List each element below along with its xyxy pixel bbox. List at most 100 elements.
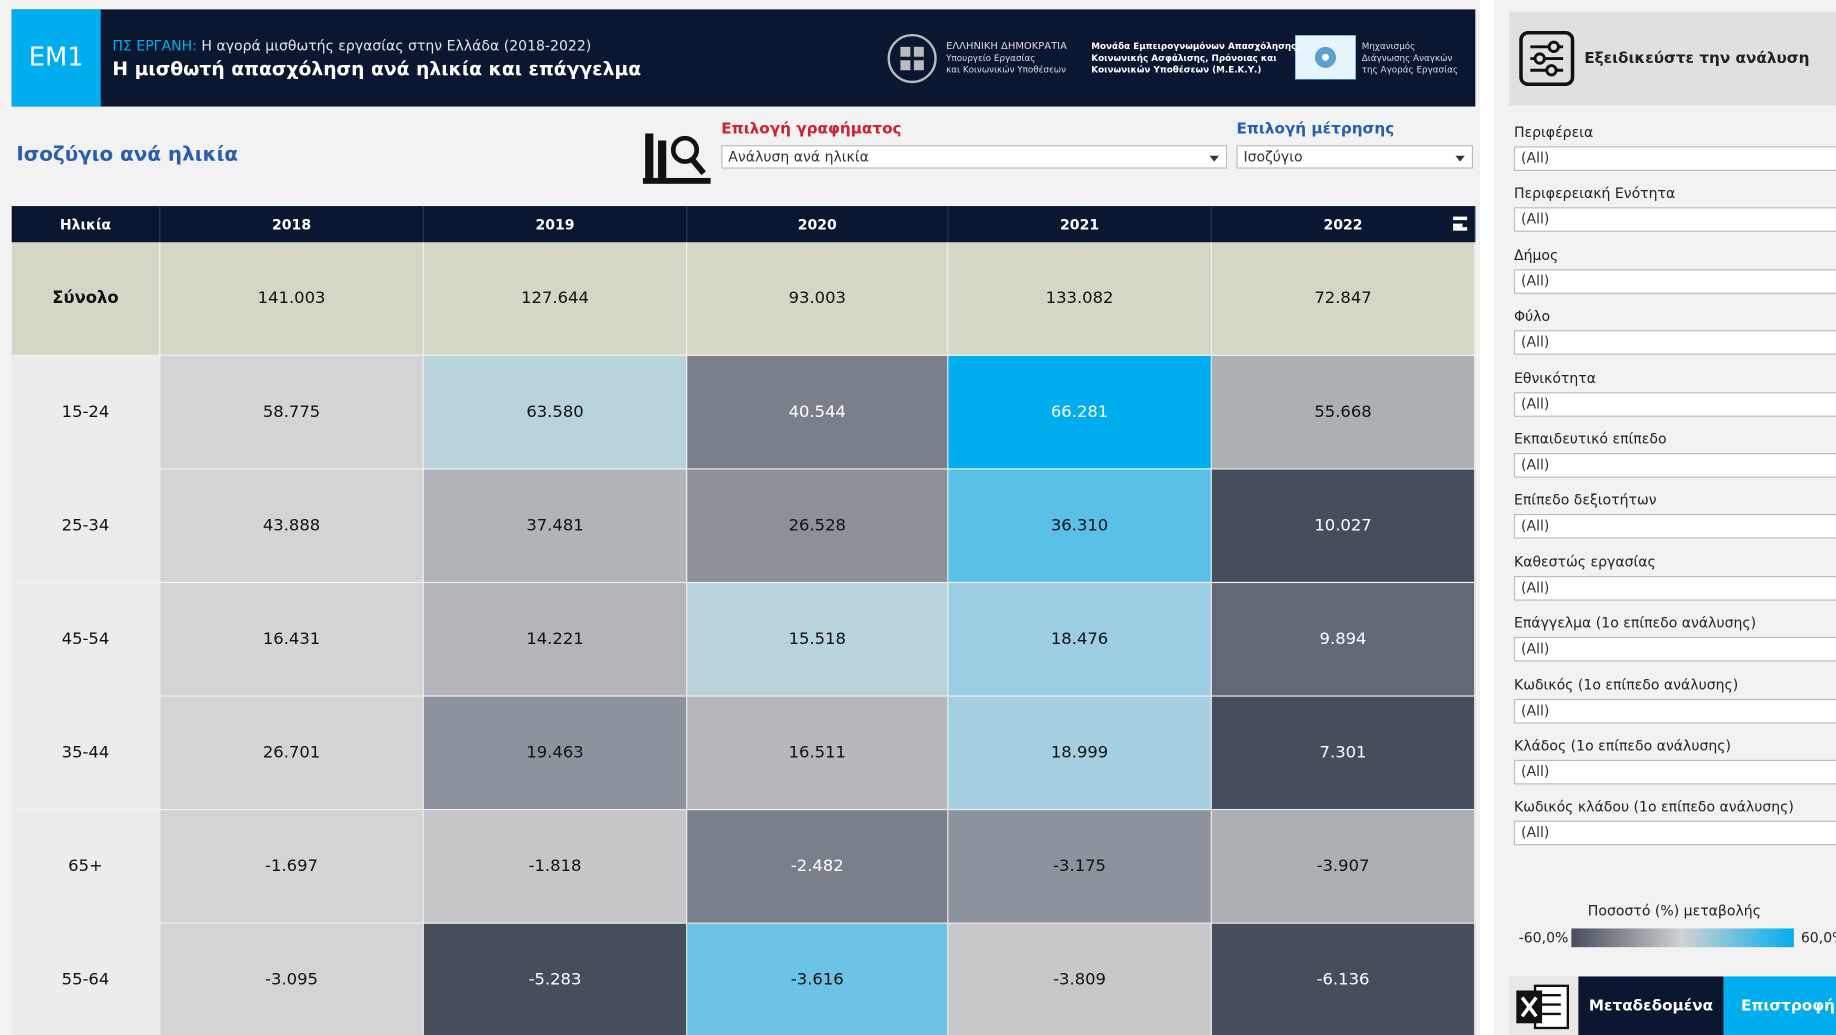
row-header: 65+ <box>11 810 161 924</box>
data-cell: -2.482 <box>687 810 949 924</box>
data-cell: 16.511 <box>687 696 949 811</box>
data-cell: -3.907 <box>1211 810 1476 924</box>
table: Ηλικία 2018 2019 2020 2021 2022 Σύνολο 141.003 1… <box>11 206 1476 1035</box>
filter-dropdown[interactable]: (All) <box>1513 759 1836 785</box>
data-cell: 55.668 <box>1211 355 1476 470</box>
filter-label: Περιφερειακή Ενότητα <box>1513 185 1676 202</box>
column-header: 2022 <box>1211 206 1476 243</box>
data-cell: 26.528 <box>687 469 949 584</box>
data-cell: 127.644 <box>423 242 688 356</box>
chart-select[interactable]: Ανάλυση ανά ηλικία <box>721 145 1228 169</box>
data-cell: -1.818 <box>423 810 688 924</box>
filter-dropdown[interactable]: (All) <box>1513 453 1836 478</box>
header-bar <box>11 9 1476 107</box>
filter-label: Φύλο <box>1513 308 1551 325</box>
badge: EM1 <box>11 9 101 107</box>
logo-text: Μονάδα Εμπειρογνωμόνων Απασχόλησης, <box>1091 40 1300 52</box>
filter-label: Περιφέρεια <box>1513 124 1594 141</box>
column-header: 2019 <box>423 206 688 243</box>
logo-text: Κοινωνικών Υποθέσεων (Μ.Ε.Κ.Υ.) <box>1091 64 1262 75</box>
sidebar-title: Εξειδικεύστε την ανάλυση <box>1584 50 1810 68</box>
filter-dropdown[interactable]: (All) <box>1513 146 1836 171</box>
filter-label: Δήμος <box>1513 246 1559 264</box>
sort-icon[interactable] <box>1453 216 1468 231</box>
legend-min: -60,0% <box>1518 929 1569 947</box>
data-cell: 16.431 <box>160 583 424 697</box>
data-cell: 141.003 <box>160 242 424 356</box>
data-cell: 40.544 <box>687 355 949 470</box>
filter-label: Καθεστώς εργασίας <box>1513 553 1656 570</box>
data-cell: 72.847 <box>1211 242 1476 356</box>
filter-label: Εθνικότητα <box>1513 369 1597 386</box>
row-header: 55-64 <box>11 923 161 1035</box>
data-cell: -3.809 <box>948 923 1212 1035</box>
header-subtitle: ΠΣ ΕΡΓΑΝΗ: Η αγορά μισθωτής εργασίας στη… <box>112 37 591 53</box>
column-header: 2021 <box>948 206 1212 243</box>
legend-max: 60,0% <box>1800 929 1836 947</box>
logo-text: ΕΛΛΗΝΙΚΗ ΔΗΜΟΚΡΑΤΙΑ <box>946 40 1067 53</box>
data-cell: -1.697 <box>160 810 424 924</box>
chart-icon <box>642 133 711 184</box>
column-header: 2018 <box>160 206 424 243</box>
filter-label: Επίπεδο δεξιοτήτων <box>1513 492 1657 509</box>
divider <box>1480 0 1495 1035</box>
back-button[interactable]: Επιστροφή <box>1723 976 1836 1035</box>
filter-dropdown[interactable]: (All) <box>1513 391 1836 417</box>
measure-select[interactable]: Ισοζύγιο <box>1236 145 1473 169</box>
filter-dropdown[interactable]: (All) <box>1513 207 1836 233</box>
data-cell: 58.775 <box>160 355 424 470</box>
excel-button[interactable] <box>1509 976 1579 1035</box>
data-cell: 43.888 <box>160 469 424 584</box>
data-cell: 37.481 <box>423 469 688 584</box>
data-cell: 7.301 <box>1211 696 1476 811</box>
excel-icon <box>1516 984 1570 1030</box>
filter-dropdown[interactable]: (All) <box>1513 637 1836 662</box>
logo-text: και Κοινωνικών Υποθέσεων <box>946 64 1067 75</box>
data-cell: -6.136 <box>1211 923 1476 1035</box>
filter-label: Επάγγελμα (1ο επίπεδο ανάλυσης) <box>1513 614 1757 632</box>
logo-text: Κοινωνικής Ασφάλισης, Πρόνοιας και <box>1091 52 1277 64</box>
subtitle: Η αγορά μισθωτής εργασίας στην Ελλάδα (2… <box>201 37 592 54</box>
data-cell: 10.027 <box>1211 469 1476 584</box>
data-cell: 14.221 <box>423 583 688 697</box>
emblem <box>887 33 937 84</box>
column-header: Ηλικία <box>11 206 161 243</box>
system-name: ΠΣ ΕΡΓΑΝΗ: <box>112 37 197 54</box>
data-cell: -5.283 <box>423 923 688 1035</box>
measure-select-label: Επιλογή μέτρησης <box>1236 120 1395 139</box>
data-cell: 15.518 <box>687 583 949 697</box>
column-header: 2020 <box>687 206 949 243</box>
meky-logo <box>1295 35 1356 80</box>
filter-dropdown[interactable]: (All) <box>1513 514 1836 540</box>
chart-select-label: Επιλογή γραφήματος <box>721 120 902 139</box>
filter-label: Κλάδος (1ο επίπεδο ανάλυσης) <box>1513 737 1732 754</box>
filter-label: Εκπαιδευτικό επίπεδο <box>1513 430 1667 448</box>
data-cell: 19.463 <box>423 696 688 811</box>
data-cell: 63.580 <box>423 355 688 470</box>
data-cell: 93.003 <box>687 242 949 356</box>
data-cell: 18.999 <box>948 696 1212 811</box>
filter-icon <box>1519 31 1575 87</box>
filter-dropdown[interactable]: (All) <box>1513 821 1836 846</box>
logo-text: Διάγνωσης Αναγκών <box>1361 52 1453 64</box>
metadata-button[interactable]: Μεταδεδομένα <box>1578 976 1724 1035</box>
filter-label: Κωδικός (1ο επίπεδο ανάλυσης) <box>1513 676 1739 693</box>
data-cell: -3.616 <box>687 923 949 1035</box>
data-cell: 36.310 <box>948 469 1212 584</box>
filter-dropdown[interactable]: (All) <box>1513 575 1836 601</box>
sidebar-header <box>1509 11 1836 106</box>
filter-dropdown[interactable]: (All) <box>1513 698 1836 724</box>
header-title: Η μισθωτή απασχόληση ανά ηλικία και επάγ… <box>112 57 642 80</box>
data-cell: 26.701 <box>160 696 424 811</box>
legend-title: Ποσοστό (%) μεταβολής <box>1587 902 1761 920</box>
logo-text: Μηχανισμός <box>1361 40 1416 52</box>
row-header: 45-54 <box>11 583 161 697</box>
logo-text: Υπουργείο Εργασίας <box>946 52 1036 64</box>
row-header: 15-24 <box>11 355 161 470</box>
data-cell: 9.894 <box>1211 583 1476 697</box>
filter-dropdown[interactable]: (All) <box>1513 269 1836 294</box>
filter-dropdown[interactable]: (All) <box>1513 330 1836 355</box>
legend-gradient <box>1571 928 1794 948</box>
